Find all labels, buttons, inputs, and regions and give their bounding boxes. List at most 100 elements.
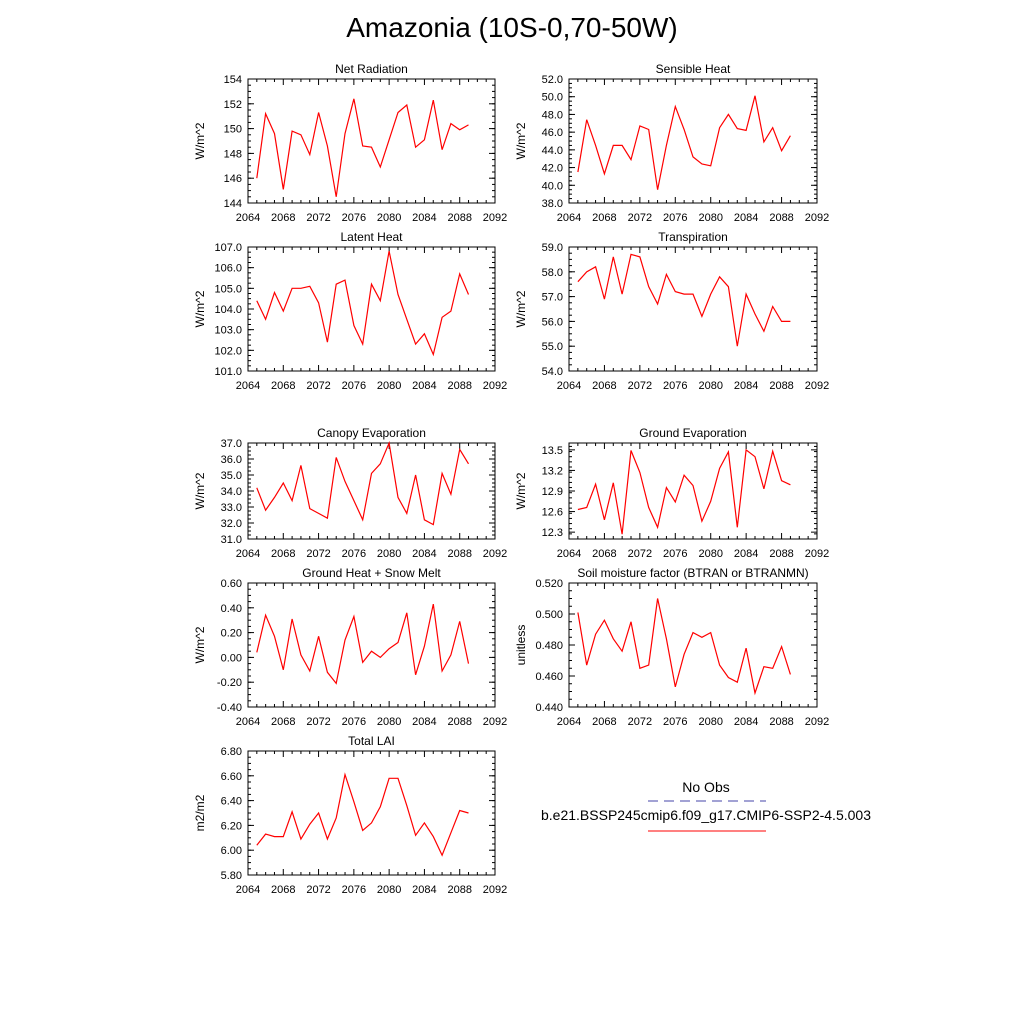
y-axis-label: unitless: [514, 625, 528, 666]
series-line: [577, 598, 791, 696]
x-tick-label: 2072: [306, 884, 330, 896]
x-tick-label: 2076: [663, 716, 687, 728]
series-line: [577, 95, 791, 190]
figure-title: Amazonia (10S-0,70-50W): [346, 12, 678, 43]
chart-panel: Transpiration W/m^2 2064 2068 2072 2076 2080 20…: [514, 230, 829, 392]
y-tick-label: 58.0: [542, 267, 563, 279]
x-tick-label: 2084: [412, 716, 436, 728]
legend-obs-label: No Obs: [682, 779, 729, 795]
plot-frame: [247, 246, 496, 372]
x-tick-label: 2076: [342, 716, 366, 728]
x-tick-label: 2068: [592, 548, 616, 560]
plot-frame: [568, 442, 818, 540]
y-axis-label: W/m^2: [193, 626, 207, 663]
x-tick-label: 2092: [805, 212, 829, 224]
y-axis-label: W/m^2: [514, 472, 528, 509]
y-tick-label: 44.0: [542, 145, 563, 157]
y-tick-label: 54.0: [542, 366, 563, 378]
y-tick-label: 0.460: [535, 671, 563, 683]
y-tick-label: 34.0: [221, 486, 242, 498]
y-tick-label: 152: [224, 99, 242, 111]
y-tick-label: 6.60: [221, 771, 242, 783]
y-tick-label: 42.0: [542, 163, 563, 175]
chart-panel: Canopy Evaporation W/m^2 2064 2068 2072 2076 2…: [193, 426, 507, 560]
y-tick-label: 0.480: [535, 640, 563, 652]
x-tick-label: 2068: [592, 212, 616, 224]
y-tick-label: 104.0: [214, 304, 242, 316]
chart-panel: Sensible Heat W/m^2 2064 2068 2072 2076 2080 20…: [514, 62, 829, 224]
x-tick-label: 2088: [447, 548, 471, 560]
x-tick-label: 2064: [236, 716, 260, 728]
y-tick-label: 101.0: [214, 366, 242, 378]
x-tick-label: 2076: [663, 212, 687, 224]
series-line: [256, 772, 469, 857]
y-tick-label: 56.0: [542, 316, 563, 328]
x-tick-label: 2088: [447, 380, 471, 392]
series-line: [256, 440, 470, 526]
panel-title: Ground Heat + Snow Melt: [302, 566, 441, 580]
y-tick-label: 105.0: [214, 283, 242, 295]
x-tick-label: 2076: [342, 884, 366, 896]
x-tick-label: 2080: [698, 548, 722, 560]
y-tick-label: 148: [224, 148, 242, 160]
plot-frame: [247, 582, 496, 708]
y-tick-label: 0.500: [535, 609, 563, 621]
series-line: [577, 253, 791, 347]
x-tick-label: 2064: [236, 884, 260, 896]
x-tick-label: 2084: [734, 380, 758, 392]
panel-title: Transpiration: [658, 230, 728, 244]
panel-title: Total LAI: [348, 734, 395, 748]
y-tick-label: 12.3: [542, 527, 563, 539]
x-tick-label: 2076: [663, 548, 687, 560]
x-tick-label: 2072: [628, 380, 652, 392]
x-tick-label: 2068: [271, 212, 295, 224]
x-tick-label: 2080: [377, 884, 401, 896]
plot-frame: [568, 582, 818, 708]
y-axis-label: W/m^2: [193, 290, 207, 327]
plot-frame: [247, 750, 496, 876]
y-tick-label: 5.80: [221, 870, 242, 882]
x-tick-label: 2092: [483, 212, 507, 224]
x-tick-label: 2076: [342, 380, 366, 392]
x-tick-label: 2068: [592, 716, 616, 728]
y-tick-label: 35.0: [221, 470, 242, 482]
chart-panel: Ground Heat + Snow Melt W/m^2 2064 2068 2072…: [193, 566, 507, 728]
x-tick-label: 2084: [734, 716, 758, 728]
x-tick-label: 2088: [447, 212, 471, 224]
x-tick-label: 2088: [769, 212, 793, 224]
y-tick-label: 0.00: [221, 652, 242, 664]
y-tick-label: 36.0: [221, 454, 242, 466]
x-tick-label: 2064: [557, 716, 581, 728]
x-tick-label: 2064: [557, 380, 581, 392]
x-tick-label: 2064: [557, 548, 581, 560]
y-tick-label: 50.0: [542, 92, 563, 104]
x-tick-label: 2092: [483, 884, 507, 896]
x-tick-label: 2088: [769, 380, 793, 392]
y-tick-label: 46.0: [542, 127, 563, 139]
x-tick-label: 2072: [628, 716, 652, 728]
plot-frame: [247, 78, 496, 204]
x-tick-label: 2068: [271, 380, 295, 392]
x-tick-label: 2088: [769, 716, 793, 728]
series-line: [256, 603, 470, 685]
y-tick-label: 33.0: [221, 502, 242, 514]
x-tick-label: 2080: [377, 380, 401, 392]
x-tick-label: 2092: [805, 716, 829, 728]
y-tick-label: 13.5: [542, 445, 563, 457]
y-tick-label: 6.40: [221, 796, 242, 808]
chart-panel: Net Radiation W/m^2 2064 2068 2072 2076 2080 20…: [193, 62, 507, 224]
y-tick-label: 57.0: [542, 292, 563, 304]
y-tick-label: 12.6: [542, 507, 563, 519]
y-tick-label: 0.40: [221, 603, 242, 615]
chart-panel: Ground Evaporation W/m^2 2064 2068 2072 2076 2…: [514, 426, 829, 560]
panels: Net Radiation W/m^2 2064 2068 2072 2076 2080 20…: [193, 62, 829, 896]
y-tick-label: 0.440: [535, 702, 563, 714]
y-tick-label: 40.0: [542, 180, 563, 192]
y-tick-label: 107.0: [214, 242, 242, 254]
y-tick-label: 55.0: [542, 341, 563, 353]
y-tick-label: 6.20: [221, 820, 242, 832]
y-tick-label: 0.20: [221, 628, 242, 640]
y-axis-label: W/m^2: [514, 290, 528, 327]
x-tick-label: 2068: [592, 380, 616, 392]
x-tick-label: 2080: [698, 716, 722, 728]
